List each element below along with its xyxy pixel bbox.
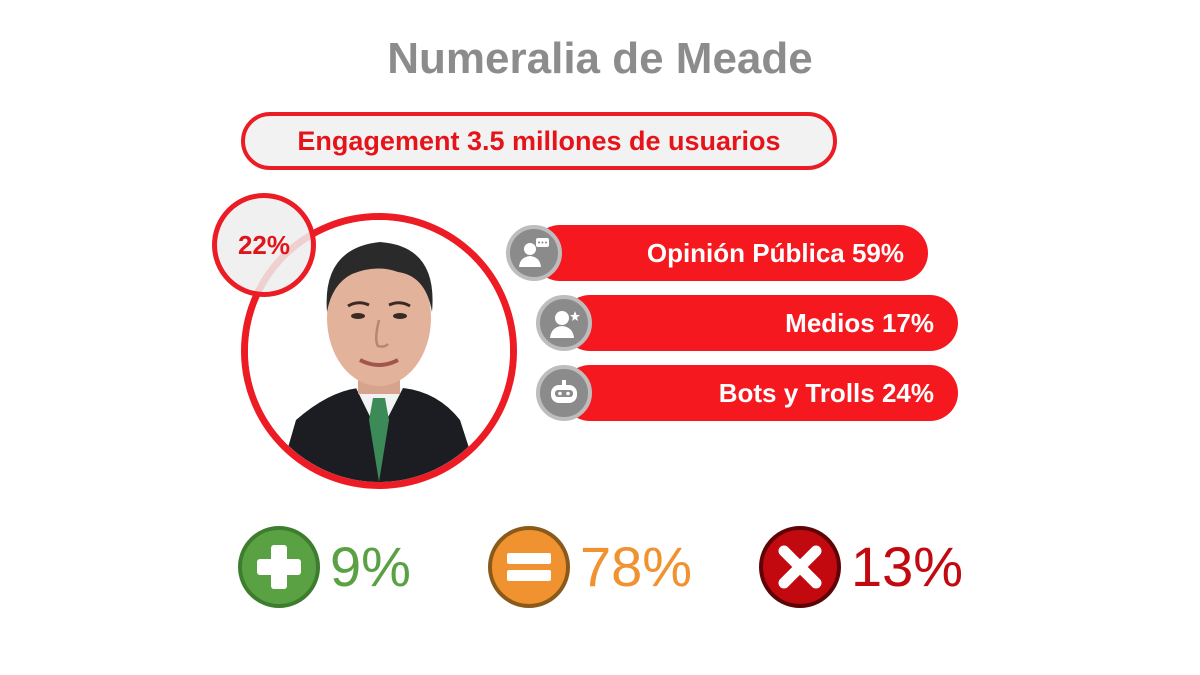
breakdown-label: Bots y Trolls 24% bbox=[718, 377, 934, 408]
bot-icon bbox=[536, 365, 592, 421]
page-title: Numeralia de Meade bbox=[387, 34, 813, 83]
portrait-percentage-label: 22% bbox=[237, 229, 291, 260]
negative-stat: 13% bbox=[759, 524, 963, 610]
neutral-value: 78% bbox=[580, 535, 693, 598]
x-icon bbox=[759, 526, 841, 608]
public-opinion-icon bbox=[506, 225, 562, 281]
neutral-stat: 78% bbox=[488, 524, 692, 610]
equals-icon bbox=[488, 526, 570, 608]
breakdown-pill-bots: Bots y Trolls 24% bbox=[562, 365, 958, 421]
engagement-text: Engagement 3.5 millones de usuarios bbox=[297, 125, 781, 156]
portrait-percentage-badge: 22% bbox=[212, 193, 316, 297]
negative-value: 13% bbox=[851, 535, 964, 598]
breakdown-label: Opinión Pública 59% bbox=[646, 237, 904, 268]
media-user-icon bbox=[536, 295, 592, 351]
breakdown-label: Medios 17% bbox=[785, 307, 934, 338]
positive-value: 9% bbox=[330, 535, 411, 598]
plus-icon bbox=[238, 526, 320, 608]
engagement-banner: Engagement 3.5 millones de usuarios bbox=[241, 112, 837, 170]
positive-stat: 9% bbox=[238, 524, 411, 610]
breakdown-pill-opinion: Opinión Pública 59% bbox=[532, 225, 928, 281]
breakdown-pill-media: Medios 17% bbox=[562, 295, 958, 351]
